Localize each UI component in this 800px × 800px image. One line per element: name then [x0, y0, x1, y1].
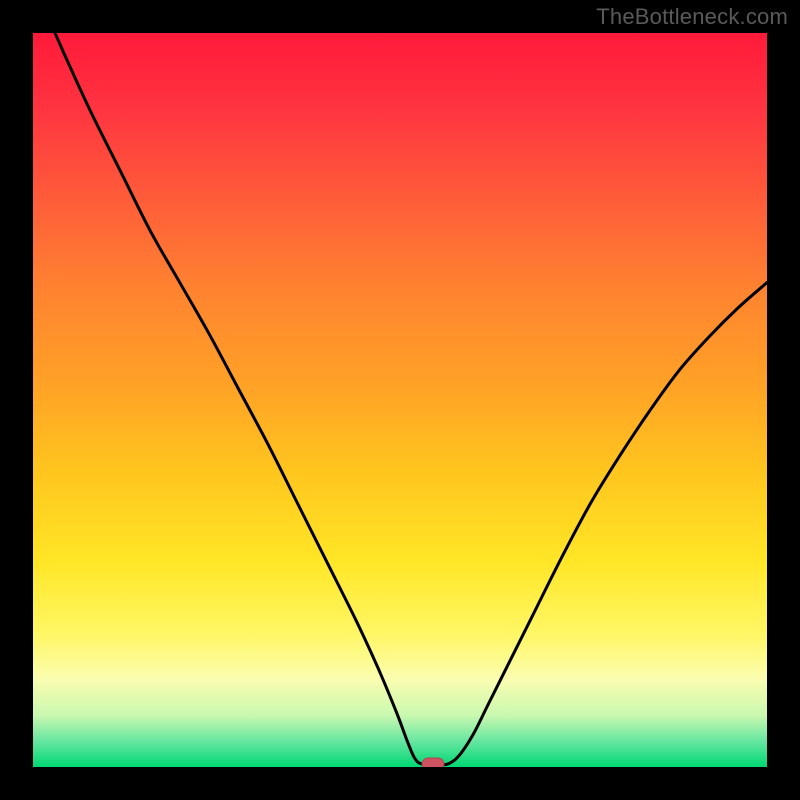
watermark-text: TheBottleneck.com: [596, 4, 788, 30]
bottleneck-curve-chart: [0, 0, 800, 800]
chart-container: TheBottleneck.com: [0, 0, 800, 800]
